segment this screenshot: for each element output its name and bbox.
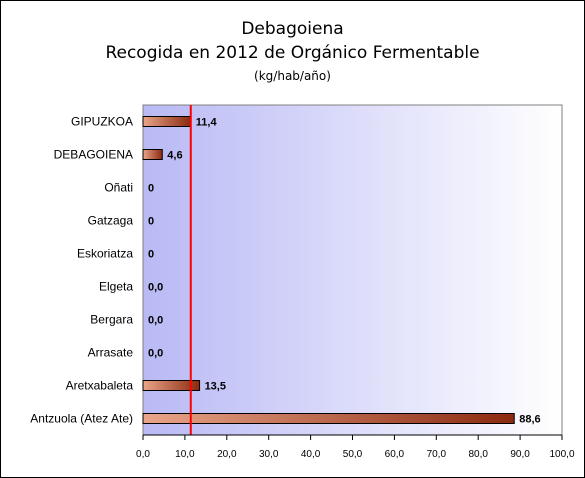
bar	[142, 413, 515, 424]
data-label: 4,6	[167, 150, 182, 162]
category-label: Bergara	[90, 313, 133, 327]
x-tick-label: 80,0	[468, 449, 488, 460]
data-label: 0	[148, 216, 154, 228]
data-label: 11,4	[196, 117, 218, 129]
chart-subtitle: Recogida en 2012 de Orgánico Fermentable	[105, 43, 480, 63]
category-label: DEBAGOIENA	[54, 148, 133, 162]
category-label: GIPUZKOA	[71, 115, 133, 129]
x-tick-label: 50,0	[343, 449, 363, 460]
bar	[142, 380, 201, 391]
x-tick-label: 0,0	[136, 449, 150, 460]
data-label: 0,0	[148, 315, 163, 327]
x-tick-label: 70,0	[427, 449, 447, 460]
bar	[142, 149, 163, 160]
data-label: 88,6	[519, 414, 540, 426]
data-label: 13,5	[205, 381, 226, 393]
category-label: Gatzaga	[88, 214, 134, 228]
bar	[142, 116, 192, 127]
x-tick-label: 40,0	[301, 449, 321, 460]
category-label: Eskoriatza	[77, 247, 133, 261]
category-label: Oñati	[104, 181, 133, 195]
data-label: 0	[148, 183, 154, 195]
x-tick-label: 30,0	[259, 449, 279, 460]
x-tick-label: 20,0	[217, 449, 237, 460]
x-tick-label: 100,0	[549, 449, 574, 460]
x-tick-label: 60,0	[385, 449, 405, 460]
chart-unit: (kg/hab/año)	[254, 69, 331, 83]
x-tick-label: 10,0	[175, 449, 195, 460]
category-label: Elgeta	[99, 280, 133, 294]
chart-title: Debagoiena	[241, 19, 344, 39]
category-label: Aretxabaleta	[66, 379, 134, 393]
plot-area	[142, 104, 563, 436]
category-label: Arrasate	[88, 346, 134, 360]
x-tick-label: 90,0	[510, 449, 530, 460]
category-label: Antzuola (Atez Ate)	[30, 412, 133, 426]
data-label: 0,0	[148, 348, 163, 360]
data-label: 0,0	[148, 282, 163, 294]
data-label: 0	[148, 249, 154, 261]
